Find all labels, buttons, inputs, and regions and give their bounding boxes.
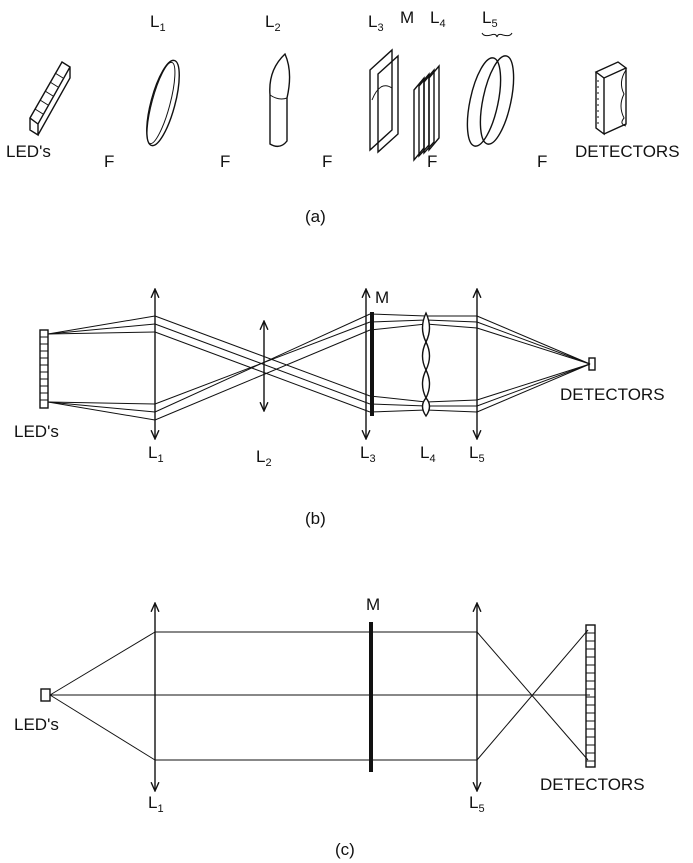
detectors-label-c: DETECTORS <box>540 775 645 794</box>
label-l1-c: L1 <box>148 793 164 815</box>
label-l3-b: L3 <box>360 443 376 465</box>
label-l2-b: L2 <box>256 447 272 469</box>
label-mask: M <box>400 8 414 27</box>
led-source-c <box>40 688 51 702</box>
rays-b <box>47 313 591 421</box>
lens-l1-a <box>146 59 180 147</box>
label-mask-c: M <box>366 595 380 614</box>
focal-mark-3: F <box>322 152 332 171</box>
leds-label-c: LED's <box>14 715 59 734</box>
leds-label-b: LED's <box>14 422 59 441</box>
label-l4-b: L4 <box>420 443 436 465</box>
label-l2: L2 <box>265 12 281 34</box>
focal-mark-4: F <box>427 152 437 171</box>
detectors-label-a: DETECTORS <box>575 142 680 161</box>
panel-a: L1 L2 L3 M L4 L5 <box>6 8 680 226</box>
detector-block-a <box>594 61 628 136</box>
lens-l2-a <box>269 52 291 148</box>
detector-array-c <box>585 624 596 768</box>
label-l5-c: L5 <box>469 793 485 815</box>
detector-b <box>588 357 596 371</box>
label-l1-b: L1 <box>148 443 164 465</box>
label-l4: L4 <box>430 8 446 30</box>
leds-label-a: LED's <box>6 142 51 161</box>
lens-l4-b <box>421 311 431 418</box>
caption-c: (c) <box>335 840 355 859</box>
panel-b: M LED's DETECTORS L1 L2 L3 L4 L5 (b) <box>14 288 665 528</box>
led-array-b <box>39 329 49 409</box>
panel-c: M LED's DETECTORS L1 L5 (c) <box>14 595 645 859</box>
led-array-a <box>29 61 71 137</box>
label-l5-b: L5 <box>469 443 485 465</box>
caption-b: (b) <box>305 509 326 528</box>
label-l5: L5 <box>482 8 498 30</box>
lens-l3-a <box>369 48 399 154</box>
detectors-label-b: DETECTORS <box>560 385 665 404</box>
l5-brace <box>481 32 513 38</box>
lens-l5-a <box>466 55 515 147</box>
caption-a: (a) <box>305 207 326 226</box>
label-l3: L3 <box>368 12 384 34</box>
lens-l4-a <box>413 64 440 162</box>
label-l1: L1 <box>150 12 166 34</box>
rays-c <box>49 629 590 761</box>
focal-mark-5: F <box>537 152 547 171</box>
label-mask-b: M <box>375 288 389 307</box>
focal-mark-2: F <box>220 152 230 171</box>
focal-mark-1: F <box>104 152 114 171</box>
